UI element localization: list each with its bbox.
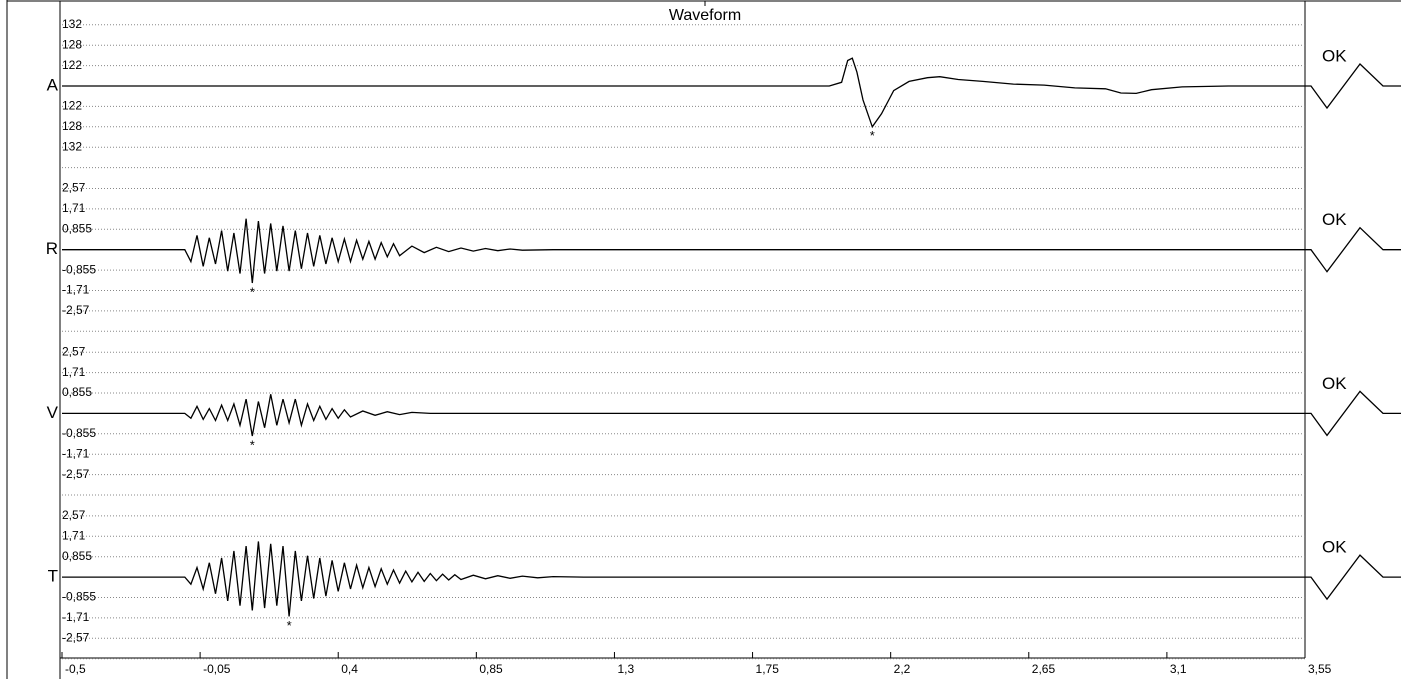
calibration-pulse	[1305, 554, 1401, 601]
y-tick-label: 0,855	[62, 549, 92, 563]
channel-label: V	[47, 403, 59, 422]
y-tick-label: 122	[62, 99, 82, 113]
calibration-pulse	[1305, 390, 1401, 437]
pick-marker: *	[287, 618, 292, 633]
y-tick-label: -0,855	[62, 262, 96, 276]
y-tick-label: -0,855	[62, 426, 96, 440]
waveform-trace	[62, 57, 1305, 129]
status-label: OK	[1322, 210, 1347, 229]
y-tick-label: 132	[62, 17, 82, 31]
window-title: Waveform	[669, 7, 741, 24]
waveform-trace	[62, 394, 1305, 437]
y-tick-label: 1,71	[62, 528, 86, 542]
channel-label: A	[47, 75, 59, 94]
calibration-pulse	[1305, 226, 1401, 273]
y-tick-label: 0,855	[62, 221, 92, 235]
y-tick-label: 122	[62, 58, 82, 72]
x-tick-label: -0,5	[65, 662, 86, 676]
y-tick-label: -1,71	[62, 610, 90, 624]
y-tick-label: 0,855	[62, 385, 92, 399]
status-label: OK	[1322, 538, 1347, 557]
y-tick-label: -2,57	[62, 303, 90, 317]
x-tick-label: -0,05	[203, 662, 231, 676]
plot-layer: -0,5 -0,05 0,4 0,85 1,3 1,75 2,2 2,65 3,1 3,55 132…	[46, 17, 1401, 676]
y-tick-label: 128	[62, 119, 82, 133]
pick-marker: *	[870, 128, 875, 143]
waveform-trace	[62, 541, 1305, 617]
y-tick-label: 2,57	[62, 508, 86, 522]
y-tick-label: -2,57	[62, 467, 90, 481]
y-tick-label: -1,71	[62, 446, 90, 460]
waveform-trace	[62, 218, 1305, 284]
status-label: OK	[1322, 374, 1347, 393]
y-tick-label: -1,71	[62, 283, 90, 297]
calibration-pulse	[1305, 63, 1401, 110]
x-tick-label: 3,55	[1308, 662, 1332, 676]
y-tick-label: -2,57	[62, 630, 90, 644]
x-tick-label: 3,1	[1170, 662, 1187, 676]
y-tick-label: 1,71	[62, 365, 86, 379]
pick-marker: *	[250, 284, 255, 299]
x-tick-label: 0,85	[479, 662, 503, 676]
x-tick-label: 1,3	[617, 662, 634, 676]
y-tick-label: 2,57	[62, 181, 86, 195]
status-label: OK	[1322, 46, 1347, 65]
y-tick-label: 132	[62, 139, 82, 153]
y-tick-label: 128	[62, 37, 82, 51]
x-tick-label: 2,65	[1032, 662, 1056, 676]
x-tick-label: 0,4	[341, 662, 358, 676]
x-tick-label: 1,75	[756, 662, 780, 676]
channel-label: R	[46, 239, 58, 258]
y-tick-label: -0,855	[62, 590, 96, 604]
pick-marker: *	[250, 437, 255, 452]
y-tick-label: 2,57	[62, 344, 86, 358]
x-tick-label: 2,2	[894, 662, 911, 676]
y-tick-label: 1,71	[62, 201, 86, 215]
channel-label: T	[48, 567, 58, 586]
